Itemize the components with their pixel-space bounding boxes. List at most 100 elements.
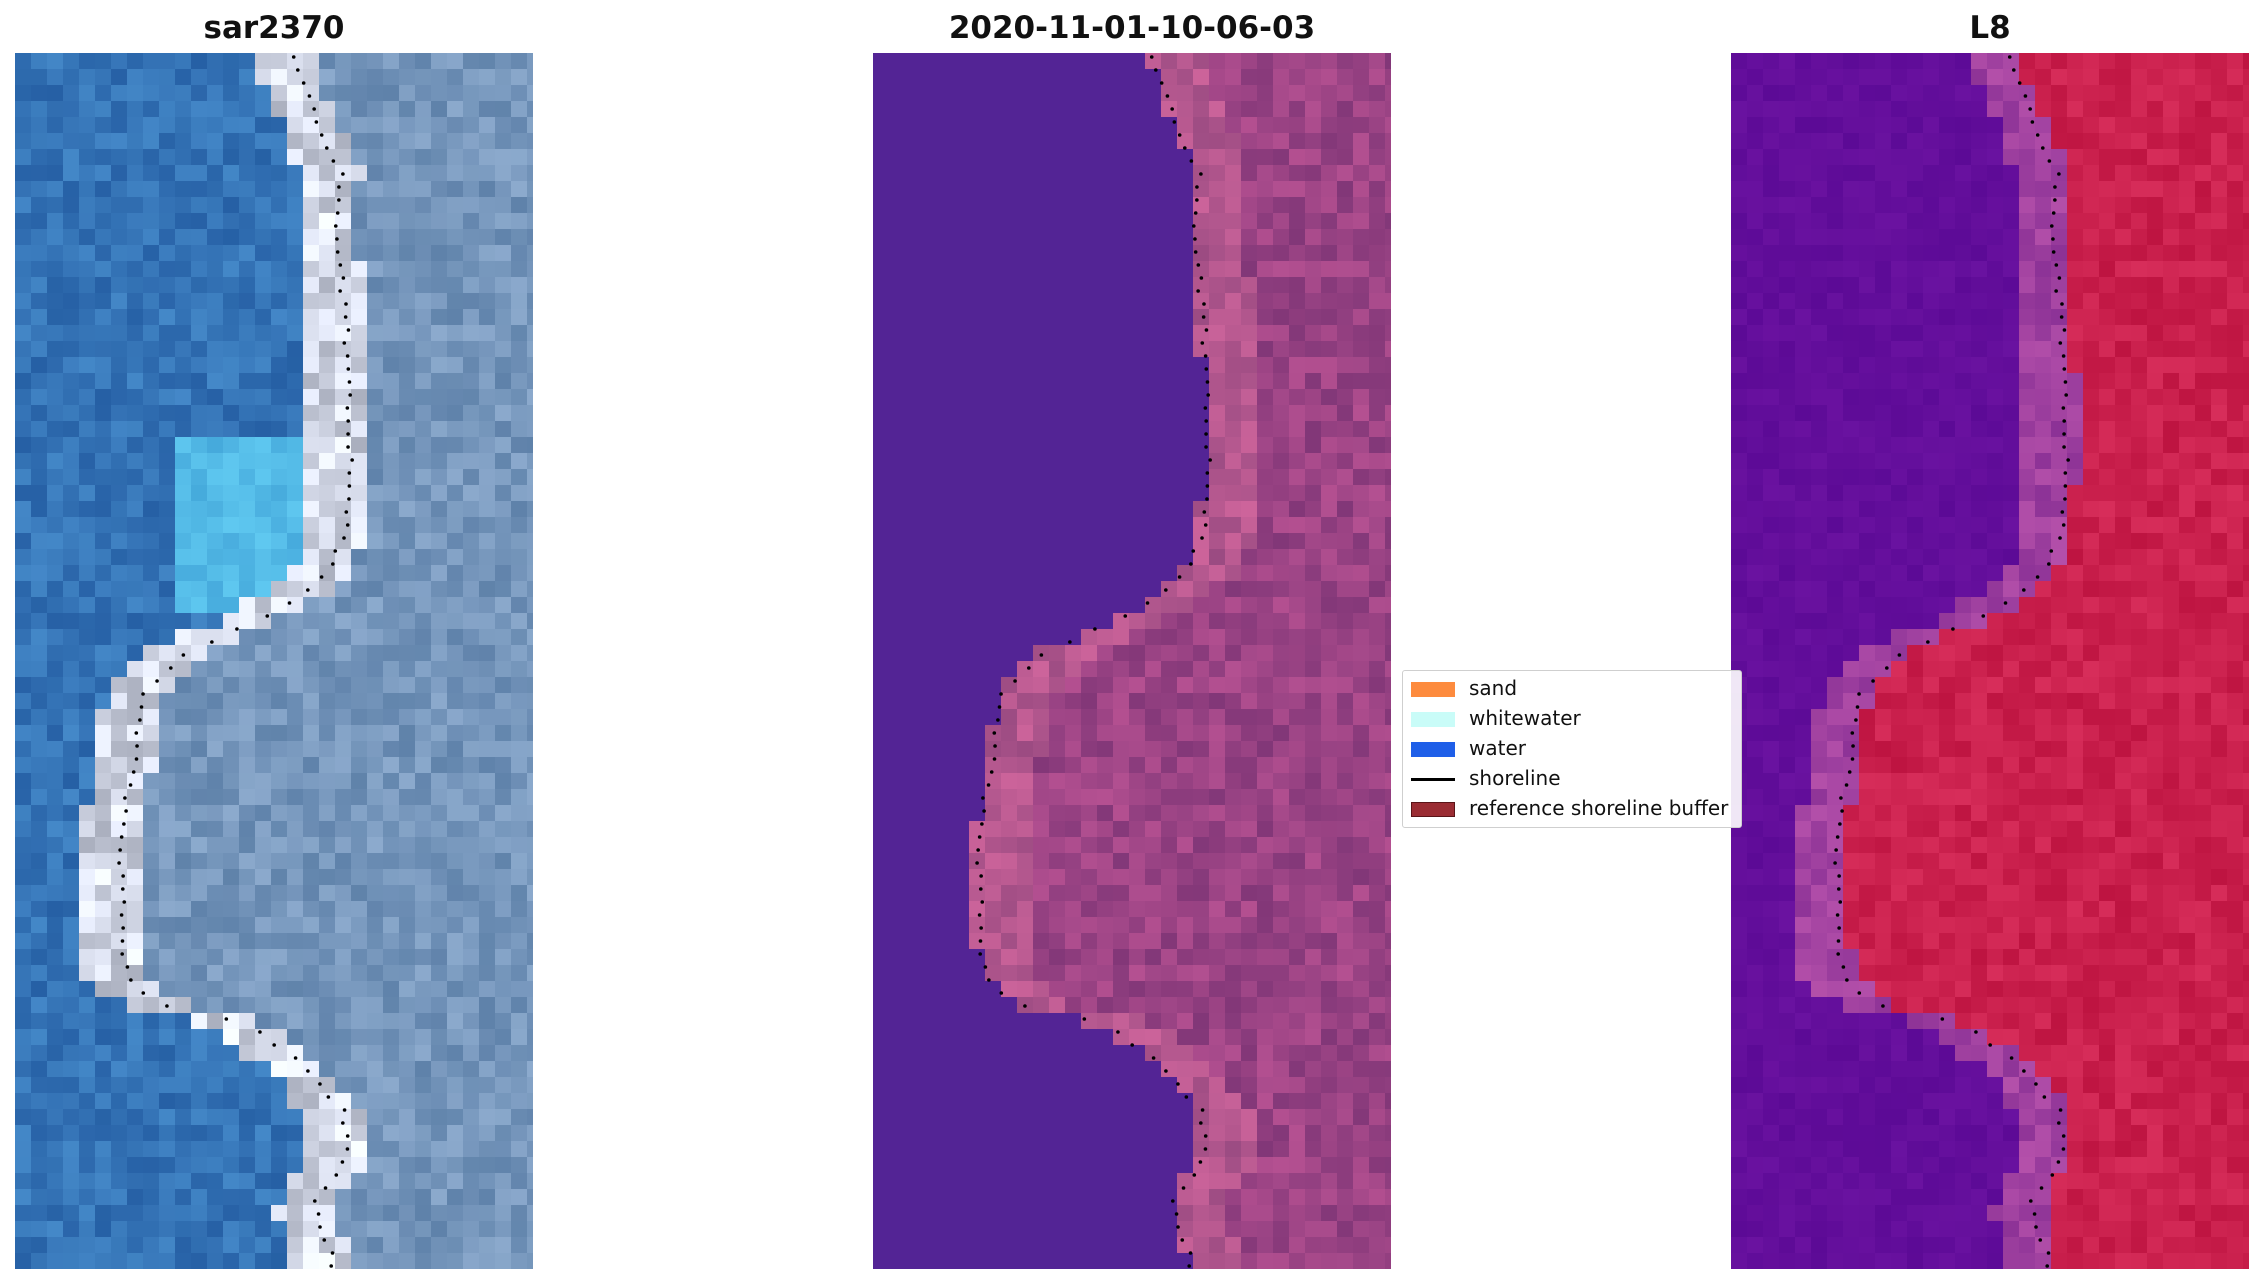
image-pixel [239, 437, 255, 453]
image-pixel [111, 677, 127, 693]
image-pixel [431, 1061, 447, 1077]
image-pixel [447, 229, 463, 245]
image-pixel [1081, 181, 1097, 197]
image-pixel [1161, 1013, 1177, 1029]
image-pixel [1129, 325, 1145, 341]
image-pixel [1113, 101, 1129, 117]
image-pixel [1369, 517, 1385, 533]
image-pixel [1337, 1045, 1353, 1061]
image-pixel [255, 1109, 271, 1125]
image-pixel [159, 549, 175, 565]
image-pixel [47, 357, 63, 373]
image-pixel [889, 629, 905, 645]
image-pixel [143, 485, 159, 501]
image-pixel [79, 165, 95, 181]
image-pixel [873, 869, 889, 885]
image-pixel [287, 101, 303, 117]
image-pixel [287, 981, 303, 997]
shoreline-point [347, 497, 351, 501]
image-pixel [1129, 1029, 1145, 1045]
image-pixel [1225, 453, 1241, 469]
image-pixel [1097, 421, 1113, 437]
image-pixel [1049, 53, 1065, 69]
image-pixel [1385, 901, 1391, 917]
image-pixel [351, 885, 367, 901]
image-pixel [383, 101, 399, 117]
image-pixel [303, 773, 319, 789]
image-pixel [953, 629, 969, 645]
image-pixel [63, 1125, 79, 1141]
image-pixel [1385, 229, 1391, 245]
image-pixel [937, 421, 953, 437]
image-pixel [1385, 357, 1391, 373]
image-pixel [1097, 837, 1113, 853]
image-pixel [239, 405, 255, 421]
shoreline-point [345, 354, 350, 358]
image-pixel [985, 149, 1001, 165]
image-pixel [1161, 309, 1177, 325]
image-pixel [1065, 773, 1081, 789]
image-pixel [1241, 1109, 1257, 1125]
image-pixel [431, 485, 447, 501]
image-pixel [479, 165, 495, 181]
image-pixel [1305, 197, 1321, 213]
image-pixel [95, 1077, 111, 1093]
image-pixel [1017, 133, 1033, 149]
image-pixel [351, 773, 367, 789]
image-pixel [921, 69, 937, 85]
image-pixel [1209, 1093, 1225, 1109]
image-pixel [175, 805, 191, 821]
image-pixel [47, 517, 63, 533]
image-pixel [1305, 725, 1321, 741]
image-pixel [1081, 373, 1097, 389]
image-pixel [1017, 1141, 1033, 1157]
image-pixel [953, 181, 969, 197]
image-pixel [255, 277, 271, 293]
image-pixel [111, 1189, 127, 1205]
image-pixel [1097, 1061, 1113, 1077]
image-pixel [1225, 421, 1241, 437]
image-pixel [905, 373, 921, 389]
image-pixel [1097, 101, 1113, 117]
panel-title: 2020-11-01-10-06-03 [948, 10, 1316, 46]
image-pixel [447, 981, 463, 997]
image-pixel [1161, 581, 1177, 597]
image-pixel [1097, 469, 1113, 485]
image-pixel [1353, 549, 1369, 565]
image-pixel [1081, 805, 1097, 821]
image-pixel [1289, 949, 1305, 965]
image-pixel [1257, 645, 1273, 661]
image-pixel [287, 421, 303, 437]
image-pixel [63, 965, 79, 981]
image-pixel [271, 725, 287, 741]
image-pixel [399, 149, 415, 165]
shoreline-point [318, 1225, 322, 1229]
image-pixel [1369, 309, 1385, 325]
image-pixel [905, 517, 921, 533]
shoreline-point [134, 731, 139, 735]
image-pixel [1033, 613, 1049, 629]
image-pixel [111, 965, 127, 981]
image-pixel [335, 869, 351, 885]
image-pixel [47, 341, 63, 357]
image-pixel [1145, 725, 1161, 741]
image-pixel [127, 213, 143, 229]
image-pixel [319, 1029, 335, 1045]
image-pixel [207, 981, 223, 997]
image-pixel [969, 789, 985, 805]
image-pixel [383, 1205, 399, 1221]
image-pixel [1305, 901, 1321, 917]
image-pixel [1209, 1157, 1225, 1173]
image-pixel [287, 261, 303, 277]
image-pixel [1353, 805, 1369, 821]
image-pixel [415, 885, 431, 901]
image-pixel [175, 325, 191, 341]
image-pixel [527, 69, 533, 85]
image-pixel [1385, 677, 1391, 693]
image-pixel [431, 1205, 447, 1221]
image-pixel [175, 117, 191, 133]
image-pixel [79, 789, 95, 805]
image-pixel [111, 437, 127, 453]
image-pixel [511, 69, 527, 85]
image-pixel [969, 1061, 985, 1077]
